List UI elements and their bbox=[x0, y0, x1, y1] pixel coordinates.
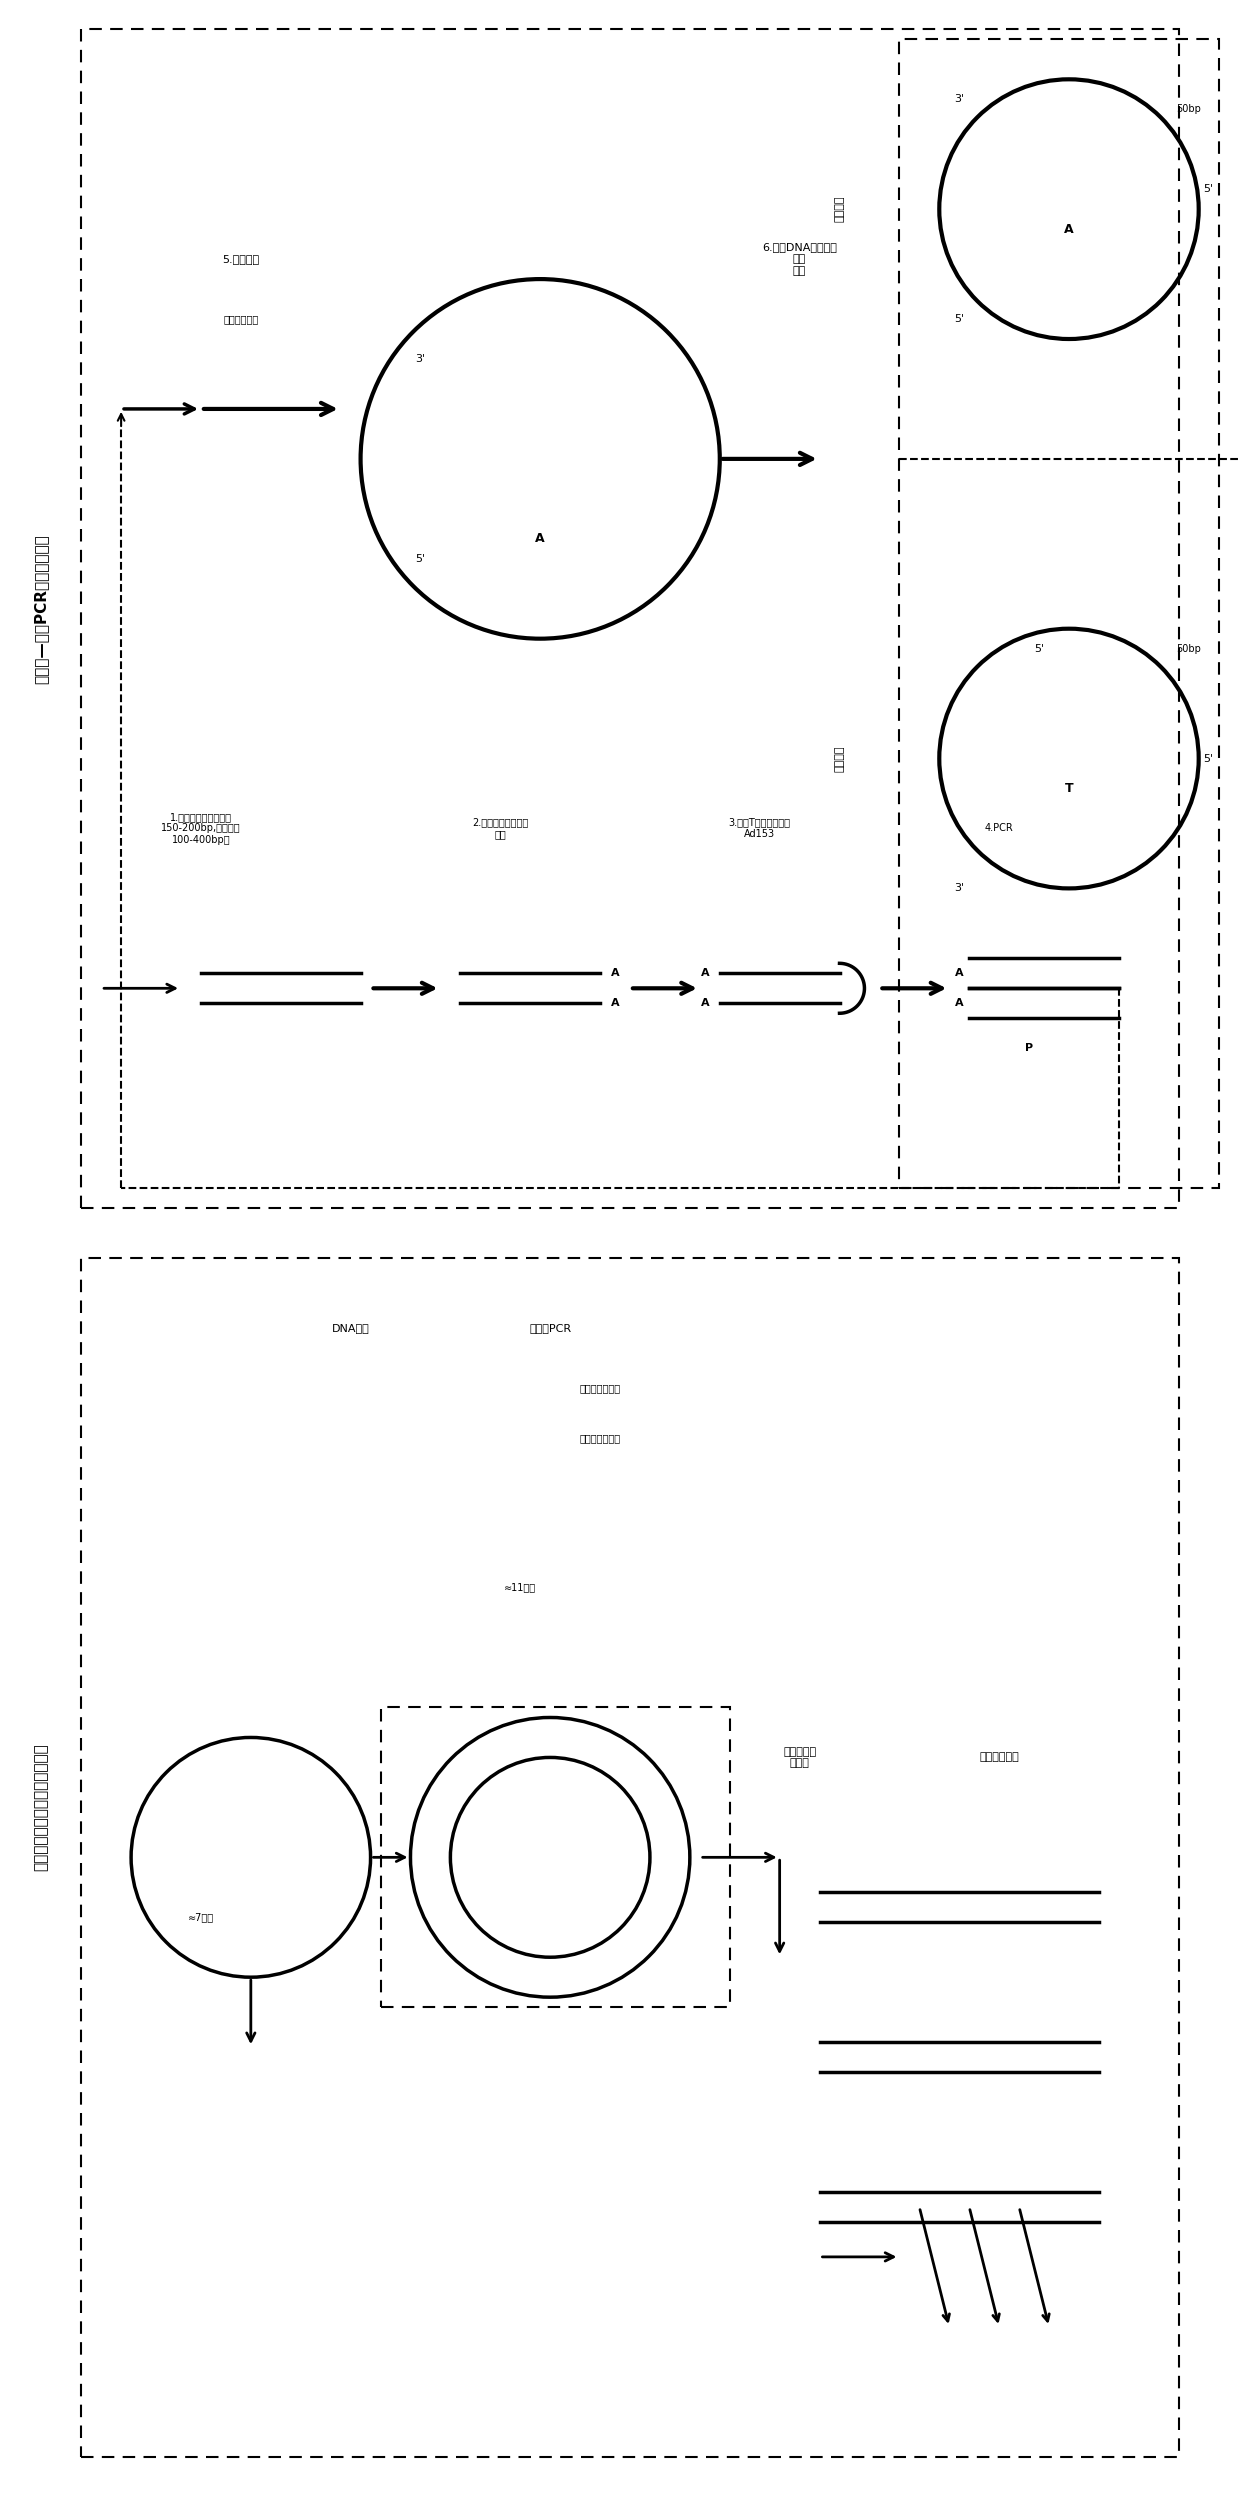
Text: 单接头—管法PCR文库构建方法: 单接头—管法PCR文库构建方法 bbox=[33, 534, 48, 685]
Text: 5.单链成环: 5.单链成环 bbox=[222, 253, 259, 263]
Bar bbox=[899, 40, 1219, 1189]
Text: ≈11小时: ≈11小时 bbox=[505, 1583, 536, 1593]
Text: T: T bbox=[1065, 782, 1074, 795]
Text: A: A bbox=[610, 998, 619, 1008]
Text: 女墩脚核苷酸: 女墩脚核苷酸 bbox=[223, 314, 258, 324]
Text: A: A bbox=[536, 532, 546, 544]
Text: 2.一管法末端修复及
加尾: 2.一管法末端修复及 加尾 bbox=[472, 818, 528, 840]
Text: 3.加入T脱氧泡法接头
Ad153: 3.加入T脱氧泡法接头 Ad153 bbox=[729, 818, 791, 840]
Text: 4.PCR: 4.PCR bbox=[985, 823, 1013, 833]
Text: 基因组片段化: 基因组片段化 bbox=[980, 1753, 1019, 1763]
Text: 6.制造DNA纳米球及
爆片
测序: 6.制造DNA纳米球及 爆片 测序 bbox=[763, 243, 837, 276]
Text: ≈7小时: ≈7小时 bbox=[188, 1911, 215, 1921]
Text: 右边：两对引物: 右边：两对引物 bbox=[579, 1432, 620, 1442]
Text: 双端测序: 双端测序 bbox=[835, 196, 844, 223]
Text: DNA提取: DNA提取 bbox=[332, 1322, 370, 1332]
Text: 5': 5' bbox=[415, 554, 425, 564]
Text: 1.片段化，纯化（主带
150-200bp,分布范围
100-400bp）: 1.片段化，纯化（主带 150-200bp,分布范围 100-400bp） bbox=[161, 813, 241, 845]
Text: 长片段PCR: 长片段PCR bbox=[529, 1322, 572, 1332]
Text: A: A bbox=[955, 968, 963, 978]
Text: 5': 5' bbox=[954, 314, 965, 324]
Bar bbox=[81, 1259, 1179, 2458]
Text: 左边：一对引物: 左边：一对引物 bbox=[579, 1382, 620, 1392]
Text: 5': 5' bbox=[1204, 752, 1214, 762]
Text: 3': 3' bbox=[415, 354, 425, 364]
Text: 50bp: 50bp bbox=[1177, 645, 1202, 655]
Text: A: A bbox=[701, 998, 709, 1008]
Text: 线粒体全长
基因组: 线粒体全长 基因组 bbox=[782, 1746, 816, 1768]
Bar bbox=[81, 30, 1179, 1209]
Text: 线粒体全基因组长片段扩增方法: 线粒体全基因组长片段扩增方法 bbox=[33, 1743, 48, 1871]
Text: A: A bbox=[955, 998, 963, 1008]
Text: 5': 5' bbox=[1204, 183, 1214, 193]
Text: P: P bbox=[1025, 1043, 1033, 1053]
Bar bbox=[381, 1708, 730, 2006]
Text: 5': 5' bbox=[1034, 645, 1044, 655]
Text: A: A bbox=[610, 968, 619, 978]
Text: 50bp: 50bp bbox=[1177, 105, 1202, 115]
Text: 单端测序: 单端测序 bbox=[835, 745, 844, 772]
Text: 3': 3' bbox=[954, 95, 965, 105]
Text: 3': 3' bbox=[954, 883, 965, 893]
Text: A: A bbox=[701, 968, 709, 978]
Text: A: A bbox=[1064, 223, 1074, 236]
